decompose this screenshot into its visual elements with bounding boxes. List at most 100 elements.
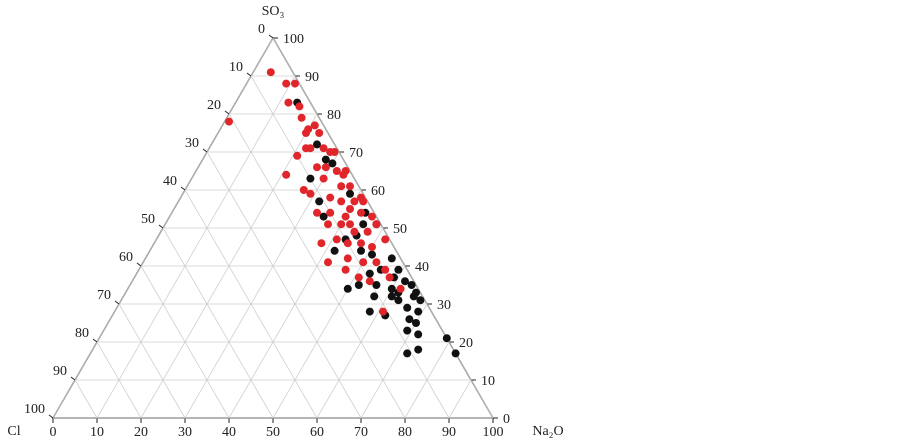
data-point	[357, 246, 365, 255]
data-point	[409, 292, 418, 301]
data-point	[332, 167, 341, 175]
data-point	[306, 144, 315, 153]
tick-mark	[268, 34, 274, 39]
data-point	[299, 186, 308, 194]
x-tick-label: 30	[178, 425, 192, 440]
data-point	[368, 243, 376, 251]
data-point	[321, 155, 330, 164]
left-tick-label: 70	[97, 288, 111, 303]
right-tick-label: 80	[327, 108, 341, 123]
data-point	[341, 212, 350, 221]
right-tick-label: 10	[481, 374, 495, 389]
grid-line	[272, 227, 384, 419]
data-point	[295, 102, 304, 111]
right-tick-label: 50	[393, 222, 407, 237]
data-point	[414, 345, 423, 354]
data-point	[306, 189, 315, 198]
tick-mark	[92, 338, 98, 343]
x-tick-label: 70	[354, 425, 368, 440]
data-point	[357, 239, 365, 248]
left-tick-label: 60	[119, 250, 133, 265]
data-point	[313, 163, 321, 172]
data-point	[451, 349, 460, 358]
tick-mark	[224, 110, 230, 115]
tick-mark	[70, 376, 76, 381]
x-tick-label: 50	[266, 425, 280, 440]
data-point	[381, 265, 390, 274]
data-point	[357, 208, 365, 217]
right-tick-label: 20	[459, 336, 473, 351]
data-point	[403, 349, 412, 358]
data-point	[346, 182, 354, 191]
right-tick-label: 70	[349, 146, 363, 161]
data-point	[372, 220, 381, 229]
grid-line	[74, 379, 98, 419]
data-point	[326, 193, 335, 202]
tick-mark	[48, 414, 54, 419]
data-point	[306, 174, 315, 183]
data-point	[387, 254, 396, 263]
right-tick-label: 0	[503, 412, 510, 427]
data-point	[368, 250, 376, 259]
top-axis-title: SO₃	[262, 4, 285, 19]
data-point	[346, 220, 354, 229]
data-point	[328, 159, 337, 168]
data-point	[310, 121, 319, 130]
data-point	[403, 303, 412, 312]
tick-mark	[136, 262, 142, 267]
data-point	[401, 277, 409, 286]
right-tick-label: 30	[437, 298, 451, 313]
data-point	[282, 79, 291, 88]
data-point	[313, 140, 321, 149]
grid-line	[448, 379, 472, 419]
left-tick-label: 30	[185, 136, 199, 151]
data-point	[339, 170, 348, 179]
grid-line	[206, 151, 362, 419]
x-tick-label: 100	[483, 425, 504, 440]
grid-line	[118, 303, 186, 419]
tick-mark	[202, 148, 208, 153]
tick-mark	[158, 224, 164, 229]
data-point	[416, 296, 425, 305]
data-point	[372, 281, 381, 289]
grid-line	[96, 341, 142, 419]
data-point	[363, 227, 372, 236]
data-point	[341, 265, 350, 274]
data-point	[319, 212, 328, 221]
data-point	[407, 281, 416, 289]
data-point	[396, 284, 405, 293]
data-point	[291, 79, 299, 88]
data-point	[414, 330, 423, 339]
left-axis-title: Cl	[7, 424, 20, 439]
data-point	[324, 258, 332, 267]
data-point	[319, 144, 328, 153]
data-point	[365, 277, 374, 286]
data-point	[343, 239, 352, 248]
left-tick-label: 50	[141, 212, 155, 227]
grid-line	[184, 189, 318, 419]
data-point	[337, 197, 346, 206]
x-tick-label: 0	[50, 425, 57, 440]
data-point	[315, 129, 324, 137]
grid-line	[250, 75, 450, 419]
data-point	[387, 284, 396, 293]
grid-line	[228, 113, 406, 419]
data-point	[359, 220, 368, 229]
data-point	[297, 113, 306, 122]
data-point	[337, 182, 346, 191]
right-tick-label: 40	[415, 260, 429, 275]
tick-mark	[180, 186, 186, 191]
data-point	[317, 239, 326, 248]
data-point	[359, 197, 368, 206]
grid-line	[140, 265, 230, 419]
x-tick-label: 90	[442, 425, 456, 440]
data-point	[379, 307, 387, 316]
grid-line	[96, 75, 296, 419]
right-tick-label: 60	[371, 184, 385, 199]
right-axis-title: Na₂O	[532, 424, 563, 439]
data-point	[412, 319, 420, 327]
data-point	[350, 197, 359, 206]
data-point	[385, 273, 394, 282]
x-tick-label: 10	[90, 425, 104, 440]
